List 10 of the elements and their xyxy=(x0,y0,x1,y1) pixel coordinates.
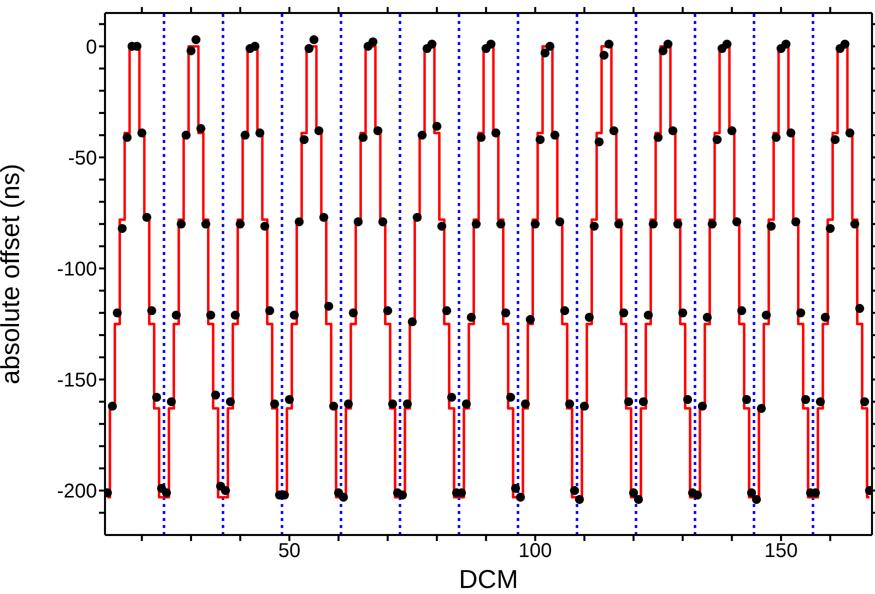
y-tick-label: -200 xyxy=(56,480,97,503)
x-tick-label: 150 xyxy=(764,540,798,562)
y-axis-title: absolute offset (ns) xyxy=(0,164,26,384)
y-tick-label: 0 xyxy=(86,36,97,58)
x-tick-label: 100 xyxy=(518,540,552,562)
x-tick-label: 50 xyxy=(278,540,300,562)
x-axis-title: DCM xyxy=(458,564,518,594)
y-tick-label: -100 xyxy=(56,258,97,281)
y-tick-label: -150 xyxy=(56,370,97,392)
y-tick-label: -50 xyxy=(68,147,97,170)
